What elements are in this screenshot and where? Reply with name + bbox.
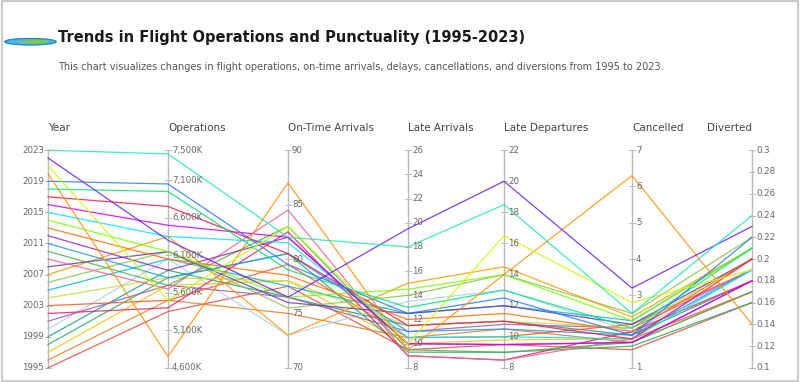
Text: Operations: Operations: [168, 123, 226, 133]
Text: 0.24: 0.24: [756, 211, 775, 220]
Text: 18: 18: [412, 243, 423, 251]
Circle shape: [5, 39, 56, 45]
Text: 7,100K: 7,100K: [172, 176, 202, 185]
Text: Late Arrivals: Late Arrivals: [408, 123, 474, 133]
Text: Late Departures: Late Departures: [504, 123, 588, 133]
Polygon shape: [22, 40, 48, 43]
Text: 20: 20: [508, 177, 519, 186]
Text: 10: 10: [412, 339, 423, 348]
Text: 7,500K: 7,500K: [172, 146, 202, 155]
Text: 5: 5: [636, 218, 642, 227]
Text: 22: 22: [508, 146, 519, 155]
Text: 5,600K: 5,600K: [172, 288, 202, 297]
Text: 10: 10: [508, 332, 519, 341]
Text: 0.14: 0.14: [756, 320, 775, 329]
Text: 2023: 2023: [22, 146, 44, 155]
Text: 70: 70: [292, 363, 303, 372]
Text: 80: 80: [292, 254, 303, 264]
Text: 16: 16: [508, 239, 519, 248]
Text: 2019: 2019: [22, 177, 44, 186]
Text: 2: 2: [636, 327, 642, 336]
Text: 1: 1: [636, 363, 642, 372]
Text: Trends in Flight Operations and Punctuality (1995-2023): Trends in Flight Operations and Punctual…: [58, 30, 526, 45]
Text: 6: 6: [636, 182, 642, 191]
Text: 8: 8: [412, 363, 418, 372]
Text: 14: 14: [412, 291, 423, 300]
Text: 2003: 2003: [22, 301, 44, 310]
Text: 22: 22: [412, 194, 423, 203]
Text: 0.1: 0.1: [756, 363, 770, 372]
Text: 1999: 1999: [22, 332, 44, 341]
Text: 2015: 2015: [22, 208, 44, 217]
Text: 14: 14: [508, 270, 519, 279]
Text: 3: 3: [636, 291, 642, 300]
Text: This chart visualizes changes in flight operations, on-time arrivals, delays, ca: This chart visualizes changes in flight …: [58, 62, 664, 71]
Text: 18: 18: [508, 208, 519, 217]
Text: Year: Year: [48, 123, 70, 133]
Text: 26: 26: [412, 146, 423, 155]
Text: 0.18: 0.18: [756, 276, 775, 285]
Text: 6,600K: 6,600K: [172, 213, 202, 222]
Text: 7: 7: [636, 146, 642, 155]
Text: 0.28: 0.28: [756, 167, 775, 176]
Text: 0.12: 0.12: [756, 342, 775, 351]
Text: 4,600K: 4,600K: [172, 363, 202, 372]
Text: 16: 16: [412, 267, 423, 276]
Text: 0.26: 0.26: [756, 189, 775, 198]
Text: 12: 12: [412, 315, 423, 324]
Text: 0.3: 0.3: [756, 146, 770, 155]
Text: 75: 75: [292, 309, 303, 318]
Text: Diverted: Diverted: [707, 123, 752, 133]
Text: 90: 90: [292, 146, 303, 155]
Text: 2007: 2007: [22, 270, 44, 279]
Text: 24: 24: [412, 170, 423, 179]
Text: 4: 4: [636, 254, 642, 264]
Text: 20: 20: [412, 218, 423, 227]
Text: 1995: 1995: [22, 363, 44, 372]
Text: 2011: 2011: [22, 239, 44, 248]
Text: 5,100K: 5,100K: [172, 326, 202, 335]
Text: 0.16: 0.16: [756, 298, 775, 307]
Text: 8: 8: [508, 363, 514, 372]
Text: 6,100K: 6,100K: [172, 251, 202, 260]
Text: 0.22: 0.22: [756, 233, 775, 242]
Text: 12: 12: [508, 301, 519, 310]
Text: On-Time Arrivals: On-Time Arrivals: [288, 123, 374, 133]
Text: Cancelled: Cancelled: [632, 123, 683, 133]
Text: 0.2: 0.2: [756, 254, 770, 264]
Text: 85: 85: [292, 200, 303, 209]
